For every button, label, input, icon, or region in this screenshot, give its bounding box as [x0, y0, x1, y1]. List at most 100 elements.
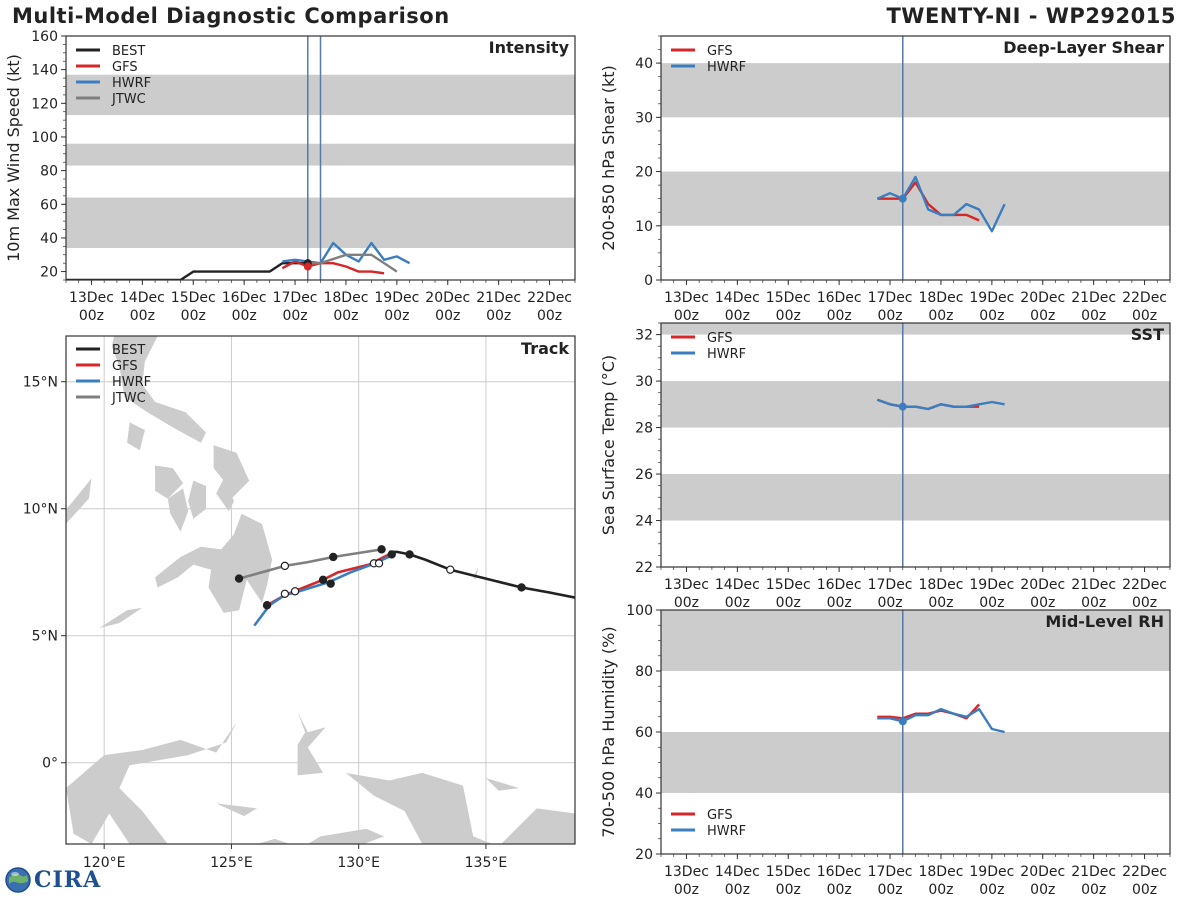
land-mass: [127, 422, 145, 451]
land-mass: [473, 567, 479, 580]
rh-ytick-label: 60: [635, 725, 653, 741]
sst-ytick-label: 22: [635, 560, 653, 576]
land-mass: [346, 772, 575, 844]
rh-xtick-label: 17Dec: [868, 864, 913, 880]
sst-xtick-label: 14Dec: [715, 577, 760, 593]
sst-ytick-label: 26: [635, 467, 653, 483]
land-mass: [485, 778, 519, 791]
sst-xtick-label: 00z: [1030, 595, 1055, 611]
shear-shaded-band: [661, 171, 1170, 226]
intensity-xtick-label: 00z: [486, 308, 511, 324]
sst-xtick-label: 19Dec: [969, 577, 1014, 593]
sst-title: SST: [1131, 325, 1164, 344]
track-position-jtwc: [329, 552, 338, 562]
rh-xtick-label: 15Dec: [766, 864, 811, 880]
shear-ytick-label: 0: [644, 273, 653, 289]
intensity-xtick-label: 18Dec: [323, 290, 368, 306]
sst-xtick-label: 17Dec: [868, 577, 913, 593]
shear-series-hwrf: [876, 175, 1006, 233]
sst-shaded-band: [661, 381, 1170, 428]
sst-xtick-label: 00z: [725, 595, 750, 611]
sst-marker-hwrf: [898, 402, 907, 411]
shear-title: Deep-Layer Shear: [1003, 38, 1164, 57]
intensity-xtick-label: 00z: [282, 308, 307, 324]
shear-xtick-label: 16Dec: [817, 290, 862, 306]
rh-xtick-label: 00z: [827, 882, 852, 898]
shear-xtick-label: 13Dec: [664, 290, 709, 306]
shear-panel: 0 10 20 30 40 13Dec 00z 14Dec 00z 15Dec 00z 16Dec 00…: [599, 35, 1171, 324]
track-line-jtwc: [238, 548, 382, 580]
intensity-series-best: [66, 262, 321, 280]
rh-shaded-band: [661, 732, 1170, 793]
intensity-xtick-label: 15Dec: [171, 290, 216, 306]
intensity-xtick-label: 16Dec: [222, 290, 267, 306]
intensity-ylabel: 10m Max Wind Speed (kt): [4, 54, 23, 262]
sst-ytick-label: 30: [635, 374, 653, 390]
track-legend-label-hwrf: HWRF: [112, 375, 151, 390]
sst-xtick-label: 22Dec: [1122, 577, 1167, 593]
sst-xtick-label: 16Dec: [817, 577, 862, 593]
intensity-ytick-label: 20: [40, 265, 58, 281]
shear-series-gfs: [877, 181, 980, 222]
rh-marker-hwrf: [898, 717, 907, 726]
sst-ytick-label: 32: [635, 328, 653, 344]
shear-ytick-label: 40: [635, 56, 653, 72]
sst-xtick-label: 00z: [928, 595, 953, 611]
intensity-legend-label-hwrf: HWRF: [112, 76, 151, 91]
rh-xtick-label: 16Dec: [817, 864, 862, 880]
intensity-ytick-label: 100: [31, 130, 58, 146]
track-position-best: [517, 583, 526, 592]
rh-xtick-label: 22Dec: [1122, 864, 1167, 880]
intensity-ytick-label: 60: [40, 197, 58, 213]
track-position-hwrf: [290, 587, 300, 596]
shear-marker-hwrf: [898, 194, 907, 203]
rh-xtick-label: 00z: [928, 882, 953, 898]
land-mass: [155, 465, 184, 499]
shear-xtick-label: 00z: [1081, 308, 1106, 324]
intensity-xtick-label: 21Dec: [476, 290, 521, 306]
shear-xtick-label: 18Dec: [918, 290, 963, 306]
sst-xtick-label: 13Dec: [664, 577, 709, 593]
intensity-ytick-label: 160: [31, 29, 58, 45]
track-panel: 120°E 125°E 130°E 135°E 0° 5°N 10°N 15°N Track BE…: [23, 335, 576, 871]
track-line-best: [389, 550, 575, 599]
intensity-marker-gfs: [303, 262, 312, 271]
intensity-legend-label-best: BEST: [112, 44, 145, 59]
land-mass: [66, 722, 237, 844]
shear-xtick-label: 00z: [776, 308, 801, 324]
sst-xtick-label: 00z: [877, 595, 902, 611]
sst-ylabel: Sea Surface Temp (°C): [599, 355, 618, 535]
storm-identifier: TWENTY-NI - WP292015: [886, 4, 1176, 28]
cira-logo-text: CIRA: [34, 867, 102, 893]
land-mass: [188, 480, 206, 519]
intensity-xtick-label: 00z: [232, 308, 257, 324]
rh-xtick-label: 19Dec: [969, 864, 1014, 880]
track-xtick-label: 130°E: [337, 855, 380, 871]
land-mass: [216, 803, 257, 817]
shear-xtick-label: 22Dec: [1122, 290, 1167, 306]
shear-legend-label-gfs: GFS: [707, 44, 733, 59]
rh-ytick-label: 40: [635, 786, 653, 802]
rh-xtick-label: 00z: [979, 882, 1004, 898]
shear-xtick-label: 19Dec: [969, 290, 1014, 306]
intensity-title: Intensity: [489, 38, 570, 57]
track-ytick-label: 5°N: [32, 629, 58, 645]
sst-xtick-label: 18Dec: [918, 577, 963, 593]
globe-icon: [5, 867, 31, 893]
sst-xtick-label: 00z: [674, 595, 699, 611]
track-line-hwrf: [253, 553, 395, 627]
sst-series-hwrf: [876, 398, 1005, 411]
shear-legend-label-hwrf: HWRF: [707, 60, 746, 75]
shear-xtick-label: 20Dec: [1020, 290, 1065, 306]
intensity-legend-label-gfs: GFS: [112, 60, 138, 75]
sst-ytick-label: 24: [635, 514, 653, 530]
sst-ytick-label: 28: [635, 421, 653, 437]
shear-xtick-label: 17Dec: [868, 290, 913, 306]
rh-xtick-label: 00z: [1030, 882, 1055, 898]
intensity-ytick-label: 120: [31, 96, 58, 112]
sst-xtick-label: 00z: [776, 595, 801, 611]
rh-shaded-band: [661, 610, 1170, 671]
sst-xtick-label: 00z: [979, 595, 1004, 611]
rh-ytick-label: 80: [635, 664, 653, 680]
track-position-jtwc: [377, 545, 386, 554]
